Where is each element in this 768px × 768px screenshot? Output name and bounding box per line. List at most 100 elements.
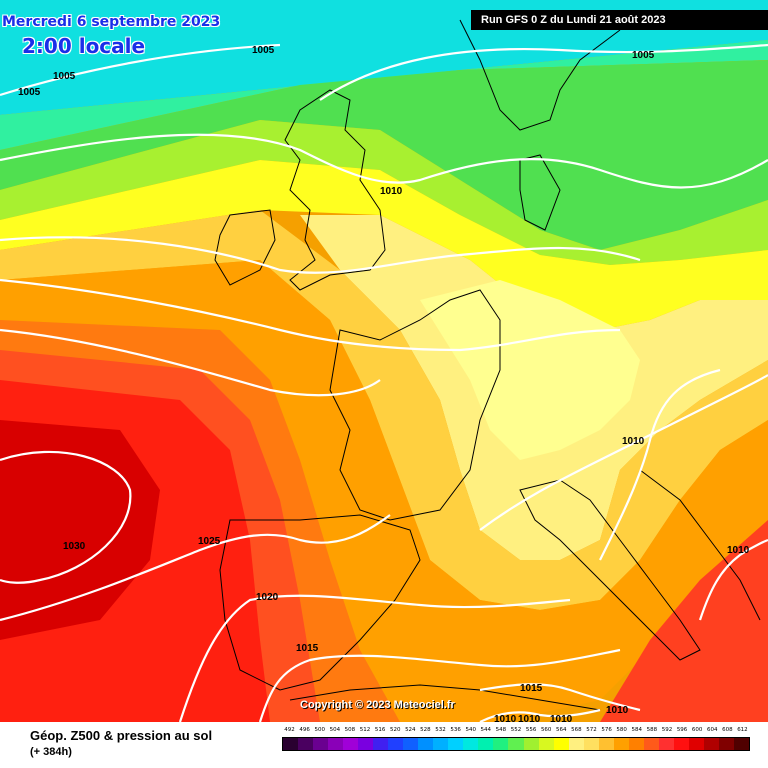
- scale-label: 564: [556, 727, 567, 733]
- isobar-label: 1005: [252, 45, 275, 56]
- coastlines: [214, 19, 761, 711]
- copyright-notice: Copyright © 2023 Meteociel.fr: [300, 699, 455, 711]
- scale-swatch: [538, 738, 554, 750]
- isobar-1020-north: [0, 328, 381, 397]
- scale-label: 492: [284, 727, 295, 733]
- coast-denmark: [519, 154, 561, 231]
- scale-swatch: [688, 738, 704, 750]
- scale-label: 608: [722, 727, 733, 733]
- scale-label: 584: [631, 727, 643, 733]
- scale-label: 600: [691, 727, 703, 733]
- isobar-label: 1015: [520, 683, 543, 694]
- scale-swatch: [718, 738, 734, 750]
- scale-swatch: [673, 738, 689, 750]
- color-scale-labels: 492 496 500 504 508 512 516 520 524 528 532 536 540 5…: [282, 727, 750, 737]
- band-gold: [0, 210, 768, 610]
- scale-label: 588: [646, 727, 658, 733]
- isobar-1010-south: [479, 708, 601, 722]
- isobar-label: 1010: [606, 705, 629, 716]
- coast-italy: [519, 479, 701, 661]
- scale-label: 580: [616, 727, 627, 733]
- isobar-label: 1010: [494, 714, 517, 722]
- isobar-label: 1010: [550, 714, 573, 722]
- coast-france: [329, 289, 501, 521]
- coast-north-africa: [289, 684, 601, 711]
- map-canvas: 1005 1005 1005 1005 1010 1010 1030 1025 …: [0, 0, 768, 722]
- scale-swatch: [388, 738, 404, 750]
- isobar-1025: [0, 514, 391, 622]
- scale-swatch: [418, 738, 434, 750]
- scale-swatch: [358, 738, 374, 750]
- scale-label: 536: [450, 727, 461, 733]
- isobar-1010-se: [698, 538, 768, 621]
- scale-swatch: [598, 738, 614, 750]
- coast-iberia: [219, 514, 421, 691]
- scale-swatch: [703, 738, 719, 750]
- scale-swatch: [613, 738, 629, 750]
- band-lime: [0, 120, 768, 265]
- isobar-1030-high: [0, 450, 132, 584]
- scale-swatch: [583, 738, 599, 750]
- scale-swatch: [658, 738, 674, 750]
- isobars: [0, 43, 768, 722]
- scale-swatch: [373, 738, 389, 750]
- band-green-north: [0, 60, 768, 250]
- isobar-label: 1005: [632, 50, 655, 61]
- scale-label: 532: [435, 727, 446, 733]
- scale-label: 572: [586, 727, 597, 733]
- coast-ireland: [214, 209, 276, 286]
- scale-label: 496: [299, 727, 310, 733]
- scale-label: 560: [540, 727, 552, 733]
- scale-swatch: [328, 738, 344, 750]
- scale-swatch: [463, 738, 479, 750]
- isobar-label: 1005: [18, 87, 41, 98]
- band-light-yellow: [420, 280, 640, 460]
- forecast-local-time: 2:00 locale: [22, 34, 146, 58]
- scale-label: 552: [510, 727, 522, 733]
- scale-swatch: [628, 738, 644, 750]
- coast-norway: [459, 19, 621, 131]
- scale-label: 544: [480, 727, 492, 733]
- coast-great-britain: [284, 89, 386, 291]
- isobar-label: 1010: [622, 436, 645, 447]
- scale-swatch: [643, 738, 659, 750]
- scale-swatch: [343, 738, 359, 750]
- scale-label: 604: [707, 727, 718, 733]
- scale-swatch: [493, 738, 509, 750]
- run-info-banner: Run GFS 0 Z du Lundi 21 août 2023: [471, 10, 768, 30]
- color-scale-bar: [282, 737, 750, 751]
- scale-swatch: [448, 738, 464, 750]
- isobar-1005-north: [319, 43, 768, 101]
- scale-label: 524: [405, 727, 416, 733]
- scale-swatch: [403, 738, 419, 750]
- scale-label: 548: [495, 727, 507, 733]
- isobar-1010-east: [479, 374, 768, 531]
- scale-label: 612: [737, 727, 748, 733]
- band-yellow: [0, 160, 768, 330]
- isobar-1015-iberia: [258, 648, 621, 722]
- isobar-labels: 1005 1005 1005 1005 1010 1010 1030 1025 …: [18, 45, 750, 722]
- forecast-date: Mercredi 6 septembre 2023: [2, 14, 221, 30]
- scale-swatch: [523, 738, 539, 750]
- isobar-label: 1020: [256, 592, 279, 603]
- band-south-east-red: [600, 520, 768, 722]
- scale-swatch: [313, 738, 329, 750]
- scale-swatch: [508, 738, 524, 750]
- scale-label: 592: [661, 727, 673, 733]
- legend-footer: Géop. Z500 & pression au sol (+ 384h) 49…: [0, 722, 768, 768]
- isobar-label: 1030: [63, 541, 86, 552]
- weather-map: 1005 1005 1005 1005 1010 1010 1030 1025 …: [0, 0, 768, 722]
- scale-label: 512: [359, 727, 371, 733]
- scale-label: 528: [420, 727, 431, 733]
- scale-swatch: [553, 738, 569, 750]
- scale-swatch: [298, 738, 314, 750]
- scale-label: 540: [465, 727, 476, 733]
- scale-swatch: [568, 738, 584, 750]
- isobar-label: 1005: [53, 71, 76, 82]
- isobar-label: 1010: [727, 545, 750, 556]
- isobar-label: 1010: [380, 186, 403, 197]
- isobar-1010-alps: [599, 368, 721, 561]
- scale-label: 500: [314, 727, 325, 733]
- scale-label: 516: [374, 727, 386, 733]
- scale-swatch: [433, 738, 449, 750]
